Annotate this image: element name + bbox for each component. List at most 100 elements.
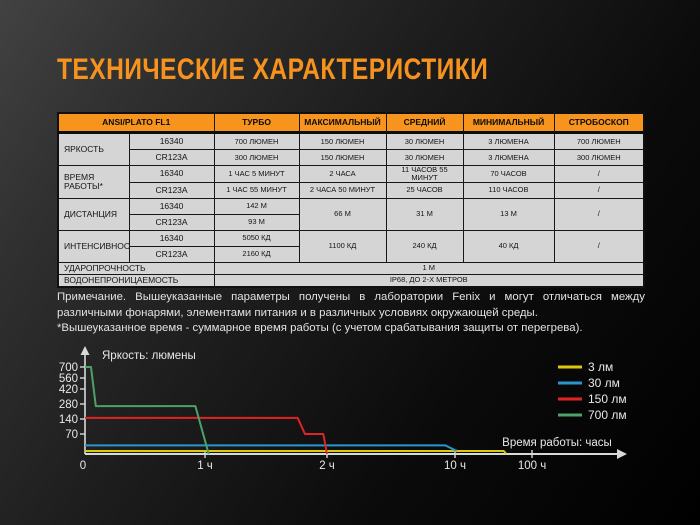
table-cell: 30 ЛЮМЕН (385, 132, 464, 150)
table-cell: IP68, ДО 2-Х МЕТРОВ (213, 273, 645, 288)
chart-y-axis-label: Яркость: люмены (102, 350, 196, 362)
table-cell: 110 ЧАСОВ (462, 181, 555, 199)
table-cell: 11 ЧАСОВ 55 МИНУТ (385, 165, 464, 183)
table-cell: 5050 КД (213, 229, 300, 247)
table-cell: 1 М (213, 261, 645, 275)
table-cell: 25 ЧАСОВ (385, 181, 464, 199)
row-runtime-16340: ВРЕМЯ РАБОТЫ* 16340 1 ЧАС 5 МИНУТ 2 ЧАСА… (57, 165, 645, 199)
legend-label: 3 лм (588, 360, 613, 374)
table-cell: 3 ЛЮМЕНА (462, 149, 555, 166)
table-cell: 93 М (213, 213, 300, 231)
table-cell: 3 ЛЮМЕНА (462, 132, 555, 150)
chart-origin-label: 0 (80, 460, 86, 472)
table-cell: 66 М (298, 197, 387, 231)
row-label: ВОДОНЕПРОНИЦАЕМОСТЬ (57, 273, 215, 288)
note-paragraph: Примечание. Вышеуказанные параметры полу… (57, 291, 645, 319)
table-cell: 300 ЛЮМЕН (213, 149, 300, 166)
table-cell: / (553, 165, 645, 183)
table-cell: / (553, 229, 645, 263)
table-header-row: ANSI/PLATO FL1 ТУРБО МАКСИМАЛЬНЫЙ СРЕДНИ… (57, 112, 645, 134)
table-cell: 31 М (385, 197, 464, 231)
y-axis (80, 346, 90, 454)
row-waterproof: ВОДОНЕПРОНИЦАЕМОСТЬ IP68, ДО 2-Х МЕТРОВ (57, 273, 645, 288)
series-line-3 лм (85, 450, 508, 455)
x-axis (85, 449, 627, 459)
x-tick-label: 100 ч (518, 460, 546, 472)
runtime-chart-svg: Яркость: люмены Время работы: часы 0 700… (59, 346, 627, 472)
table-cell: 70 ЧАСОВ (462, 165, 555, 183)
table-cell: 300 ЛЮМЕН (553, 149, 645, 166)
row-label: ДИСТАНЦИЯ (57, 197, 130, 231)
battery-cell: CR123A (128, 245, 215, 263)
x-axis-arrow-icon (617, 449, 627, 459)
table-cell: 1100 КД (298, 229, 387, 263)
battery-cell: 16340 (128, 197, 215, 215)
chart-series-lines (85, 366, 508, 455)
table-cell: 2160 КД (213, 245, 300, 263)
header-ansi-plato: ANSI/PLATO FL1 (57, 112, 215, 134)
battery-cell: CR123A (128, 213, 215, 231)
legend-label: 30 лм (588, 376, 620, 390)
battery-cell: CR123A (128, 181, 215, 199)
row-label: ЯРКОСТЬ (57, 132, 130, 166)
header-mid: СРЕДНИЙ (385, 112, 464, 134)
battery-cell: CR123A (128, 149, 215, 166)
row-brightness-cr123a: CR123A 300 ЛЮМЕН 150 ЛЮМЕН 30 ЛЮМЕН 3 ЛЮ… (58, 149, 645, 166)
legend-label: 700 лм (588, 408, 627, 422)
x-tick-label: 10 ч (444, 460, 466, 472)
battery-cell: 16340 (128, 229, 215, 247)
y-tick-label: 140 (59, 414, 78, 426)
runtime-chart: Яркость: люмены Время работы: часы 0 700… (50, 342, 670, 482)
table-cell: 700 ЛЮМЕН (553, 132, 645, 150)
y-tick-label: 700 (59, 362, 78, 374)
battery-cell: 16340 (128, 132, 215, 150)
y-tick-label: 280 (59, 399, 78, 411)
table-cell: 1 ЧАС 55 МИНУТ (213, 181, 300, 199)
row-distance-16340: ДИСТАНЦИЯ 16340 142 М 66 М 31 М 13 М / (57, 197, 645, 231)
table-cell: 2 ЧАСА (298, 165, 387, 183)
table-cell: / (553, 181, 645, 199)
page-title: ТЕХНИЧЕСКИЕ ХАРАКТЕРИСТИКИ (57, 53, 489, 86)
row-label: ИНТЕНСИВНОСТЬ (57, 229, 130, 263)
table-cell: 30 ЛЮМЕН (385, 149, 464, 166)
x-tick-label: 2 ч (319, 460, 335, 472)
y-tick-label: 70 (65, 429, 78, 441)
row-distance-cr123a: CR123A 93 М (58, 213, 644, 231)
row-intensity-16340: ИНТЕНСИВНОСТЬ 16340 5050 КД 1100 КД 240 … (57, 229, 645, 263)
row-runtime-cr123a: CR123A 1 ЧАС 55 МИНУТ 2 ЧАСА 50 МИНУТ 25… (58, 181, 645, 199)
chart-x-axis-label: Время работы: часы (502, 437, 612, 449)
table-cell: 2 ЧАСА 50 МИНУТ (298, 181, 387, 199)
note-block: Примечание. Вышеуказанные параметры полу… (57, 290, 645, 337)
header-strobe: СТРОБОСКОП (553, 112, 645, 134)
row-brightness-16340: ЯРКОСТЬ 16340 700 ЛЮМЕН 150 ЛЮМЕН 30 ЛЮМ… (57, 132, 645, 166)
y-tick-label: 560 (59, 373, 78, 385)
series-line-700 лм (85, 366, 210, 455)
header-max: МАКСИМАЛЬНЫЙ (298, 112, 387, 134)
table-cell: 13 М (462, 197, 555, 231)
table-cell: 700 ЛЮМЕН (213, 132, 300, 150)
row-impact: УДАРОПРОЧНОСТЬ 1 М (57, 261, 645, 275)
chart-legend: 3 лм 30 лм 150 лм 700 лм (558, 360, 627, 422)
table-cell: 240 КД (385, 229, 464, 263)
header-turbo: ТУРБО (213, 112, 300, 134)
header-min: МИНИМАЛЬНЫЙ (462, 112, 555, 134)
table-cell: 40 КД (462, 229, 555, 263)
spec-table: ANSI/PLATO FL1 ТУРБО МАКСИМАЛЬНЫЙ СРЕДНИ… (57, 112, 646, 288)
table-cell: 150 ЛЮМЕН (298, 149, 387, 166)
series-line-30 лм (85, 444, 457, 452)
y-tick-label: 420 (59, 384, 78, 396)
table-cell: / (553, 197, 645, 231)
x-tick-label: 1 ч (197, 460, 213, 472)
legend-label: 150 лм (588, 392, 627, 406)
row-label: УДАРОПРОЧНОСТЬ (57, 261, 215, 275)
battery-cell: 16340 (128, 165, 215, 183)
y-axis-arrow-icon (80, 346, 90, 355)
table-cell: 1 ЧАС 5 МИНУТ (213, 165, 300, 183)
row-label: ВРЕМЯ РАБОТЫ* (57, 165, 130, 199)
table-cell: 150 ЛЮМЕН (298, 132, 387, 150)
series-line-150 лм (85, 416, 328, 455)
note-footnote: *Вышеуказанное время - суммарное время р… (57, 322, 583, 335)
table-cell: 142 М (213, 197, 300, 215)
